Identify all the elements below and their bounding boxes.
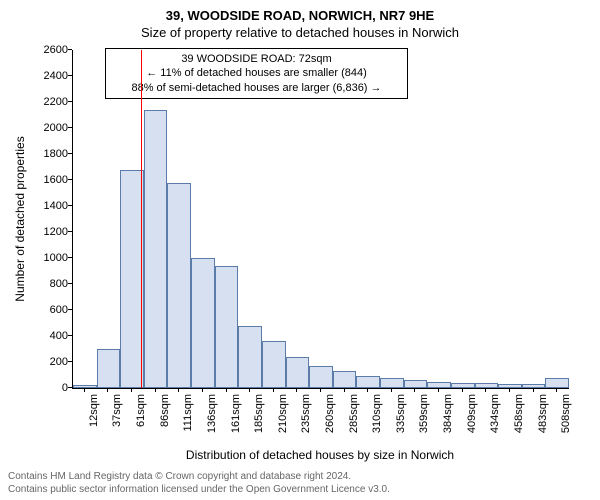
x-tick-mark bbox=[414, 388, 415, 392]
y-tick: 2400 bbox=[44, 70, 68, 82]
x-tick-mark bbox=[226, 388, 227, 392]
x-axis-label: Distribution of detached houses by size … bbox=[186, 448, 454, 462]
x-tick: 409sqm bbox=[466, 394, 478, 433]
histogram-bar bbox=[167, 183, 191, 388]
x-tick: 458sqm bbox=[513, 394, 525, 433]
x-tick-mark bbox=[84, 388, 85, 392]
x-tick-mark bbox=[533, 388, 534, 392]
x-tick-mark bbox=[485, 388, 486, 392]
y-tick: 1000 bbox=[44, 252, 68, 264]
footer-line-2: Contains public sector information licen… bbox=[8, 483, 390, 496]
x-tick-mark bbox=[273, 388, 274, 392]
x-tick: 483sqm bbox=[537, 394, 549, 433]
x-tick: 310sqm bbox=[371, 394, 383, 433]
y-tick: 800 bbox=[50, 278, 68, 290]
histogram-bar bbox=[215, 266, 239, 388]
y-tick: 1400 bbox=[44, 200, 68, 212]
x-tick: 37sqm bbox=[111, 394, 123, 427]
x-tick: 508sqm bbox=[560, 394, 572, 433]
x-tick-mark bbox=[155, 388, 156, 392]
attribution-footer: Contains HM Land Registry data © Crown c… bbox=[8, 470, 390, 496]
x-tick-mark bbox=[556, 388, 557, 392]
plot-area bbox=[72, 50, 569, 389]
x-tick: 61sqm bbox=[135, 394, 147, 427]
y-axis: 0200400600800100012001400160018002000220… bbox=[32, 50, 72, 388]
x-tick: 384sqm bbox=[442, 394, 454, 433]
histogram-bar bbox=[545, 378, 569, 388]
x-tick: 260sqm bbox=[324, 394, 336, 433]
x-tick-mark bbox=[131, 388, 132, 392]
x-tick-mark bbox=[296, 388, 297, 392]
x-tick-mark bbox=[367, 388, 368, 392]
y-tick: 600 bbox=[50, 304, 68, 316]
y-tick: 2200 bbox=[44, 96, 68, 108]
histogram-bar bbox=[262, 341, 286, 388]
histogram-bar bbox=[333, 371, 357, 388]
histogram-bar bbox=[191, 258, 215, 388]
y-tick: 2000 bbox=[44, 122, 68, 134]
histogram-bar bbox=[238, 326, 262, 388]
reference-line bbox=[141, 50, 142, 388]
y-tick: 400 bbox=[50, 330, 68, 342]
x-tick-mark bbox=[391, 388, 392, 392]
y-tick: 1200 bbox=[44, 226, 68, 238]
y-tick: 2600 bbox=[44, 44, 68, 56]
x-tick: 185sqm bbox=[253, 394, 265, 433]
histogram-bar bbox=[97, 349, 121, 388]
page-subtitle: Size of property relative to detached ho… bbox=[0, 23, 600, 40]
x-tick: 235sqm bbox=[300, 394, 312, 433]
x-tick-mark bbox=[509, 388, 510, 392]
histogram-bar bbox=[286, 357, 310, 388]
x-tick: 161sqm bbox=[230, 394, 242, 433]
x-tick: 12sqm bbox=[88, 394, 100, 427]
y-axis-label: Number of detached properties bbox=[13, 136, 27, 301]
x-tick-mark bbox=[107, 388, 108, 392]
x-tick-mark bbox=[344, 388, 345, 392]
y-tick: 0 bbox=[62, 382, 68, 394]
y-tick: 200 bbox=[50, 356, 68, 368]
chart-container: 39, WOODSIDE ROAD, NORWICH, NR7 9HE Size… bbox=[0, 0, 600, 500]
x-tick: 111sqm bbox=[182, 394, 194, 432]
x-tick: 86sqm bbox=[159, 394, 171, 427]
histogram-bar bbox=[309, 366, 333, 388]
y-tick: 1600 bbox=[44, 174, 68, 186]
x-tick: 359sqm bbox=[418, 394, 430, 433]
x-tick: 136sqm bbox=[206, 394, 218, 433]
x-tick-mark bbox=[249, 388, 250, 392]
histogram-bar bbox=[356, 376, 380, 388]
x-tick-mark bbox=[202, 388, 203, 392]
page-title: 39, WOODSIDE ROAD, NORWICH, NR7 9HE bbox=[0, 0, 600, 23]
y-tick: 1800 bbox=[44, 148, 68, 160]
x-tick: 285sqm bbox=[348, 394, 360, 433]
x-tick: 434sqm bbox=[489, 394, 501, 433]
x-tick-mark bbox=[178, 388, 179, 392]
histogram-chart: Number of detached properties 0200400600… bbox=[72, 50, 568, 388]
x-tick-mark bbox=[438, 388, 439, 392]
histogram-bar bbox=[380, 378, 404, 388]
footer-line-1: Contains HM Land Registry data © Crown c… bbox=[8, 470, 390, 483]
histogram-bar bbox=[144, 110, 168, 388]
x-axis: Distribution of detached houses by size … bbox=[72, 388, 568, 448]
x-tick-mark bbox=[320, 388, 321, 392]
x-tick: 210sqm bbox=[277, 394, 289, 433]
x-tick: 335sqm bbox=[395, 394, 407, 433]
histogram-bar bbox=[404, 380, 428, 388]
x-tick-mark bbox=[462, 388, 463, 392]
